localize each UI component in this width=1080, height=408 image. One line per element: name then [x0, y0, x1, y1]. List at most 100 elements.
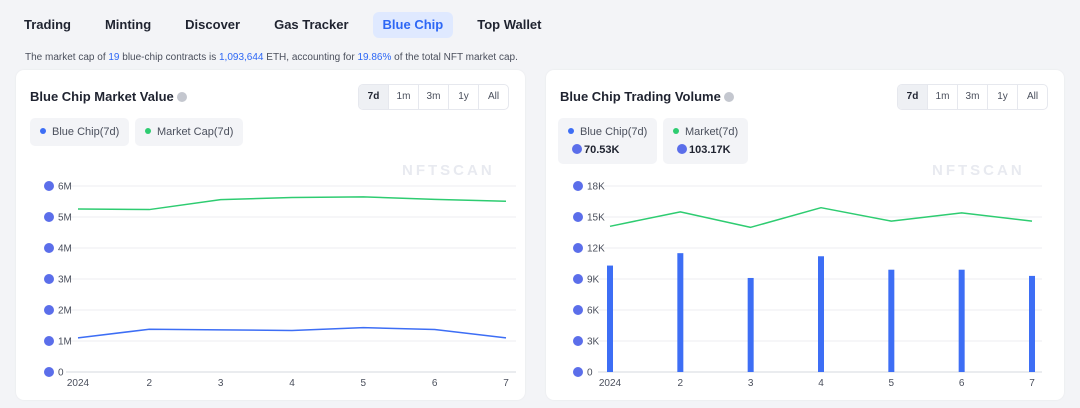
range-1m[interactable]: 1m: [928, 85, 958, 109]
series-line: [77, 326, 507, 339]
tab-blue-chip[interactable]: Blue Chip: [372, 12, 454, 38]
bar: [958, 269, 965, 372]
y-tick-label: 1M: [58, 337, 72, 348]
y-tick-label: 4M: [58, 244, 72, 255]
legend-dot-icon: [673, 128, 679, 134]
range-all[interactable]: All: [1026, 91, 1039, 102]
eth-icon: [573, 305, 583, 315]
summary-text-2: blue-chip contracts is: [119, 52, 219, 63]
eth-icon: [677, 144, 687, 154]
x-tick-label: 4: [818, 378, 824, 389]
series-line: [609, 206, 1033, 229]
y-tick-label: 5M: [58, 213, 72, 224]
summary-market-cap: 1,093,644: [219, 52, 264, 63]
eth-icon: [44, 212, 54, 222]
y-tick-label: 15K: [587, 213, 605, 224]
x-tick-label: 2024: [599, 378, 622, 389]
range-1y[interactable]: 1y: [449, 85, 479, 109]
x-tick-label: 7: [503, 378, 509, 389]
eth-icon: [573, 336, 583, 346]
bar: [677, 253, 684, 372]
market-value-title-text: Blue Chip Market Value: [30, 89, 174, 104]
tab-gas-tracker[interactable]: Gas Tracker: [274, 17, 349, 32]
legend-dot-icon: [40, 128, 46, 134]
market-value-title: Blue Chip Market Value: [30, 89, 187, 104]
legend-market[interactable]: Market(7d) 103.17K: [663, 118, 749, 164]
tab-discover[interactable]: Discover: [185, 17, 241, 32]
eth-icon: [573, 367, 583, 377]
series-line: [77, 196, 507, 211]
legend-market-cap[interactable]: Market Cap(7d): [135, 118, 244, 146]
eth-icon: [44, 336, 54, 346]
bar: [818, 256, 824, 372]
bar: [747, 277, 754, 372]
legend-dot-icon: [145, 128, 151, 134]
x-tick-label: 7: [1029, 378, 1035, 389]
top-tabs: Trading Minting Discover Gas Tracker Blu…: [14, 12, 564, 40]
y-tick-label: 0: [587, 368, 593, 379]
legend-blue-chip[interactable]: Blue Chip(7d) 70.53K: [558, 118, 658, 164]
tab-top-wallet[interactable]: Top Wallet: [477, 17, 542, 32]
summary-count: 19: [108, 52, 120, 63]
y-tick-label: 2M: [58, 306, 72, 317]
legend-label: Blue Chip(7d): [52, 126, 120, 138]
trading-volume-range-selector: 7d 1m 3m 1y All: [897, 84, 1048, 110]
y-tick-label: 6K: [587, 306, 600, 317]
x-tick-label: 3: [748, 378, 754, 389]
range-3m[interactable]: 3m: [419, 85, 449, 109]
x-tick-label: 6: [432, 378, 438, 389]
eth-icon: [44, 367, 54, 377]
eth-icon: [573, 212, 583, 222]
range-all[interactable]: All: [487, 91, 500, 102]
summary-text-4: of the total NFT market cap.: [391, 52, 518, 63]
y-tick-label: 3K: [587, 337, 600, 348]
summary-text-1: The market cap of: [25, 52, 109, 63]
summary-text-3: ETH, accounting for: [263, 52, 358, 63]
range-1y[interactable]: 1y: [988, 85, 1018, 109]
x-tick-label: 6: [959, 378, 965, 389]
x-tick-label: 5: [361, 378, 367, 389]
legend-value: 70.53K: [584, 144, 620, 156]
y-tick-label: 6M: [58, 182, 72, 193]
x-tick-label: 5: [889, 378, 895, 389]
tab-trading[interactable]: Trading: [24, 17, 71, 32]
y-tick-label: 9K: [587, 275, 600, 286]
range-7d[interactable]: 7d: [359, 85, 389, 109]
eth-icon: [572, 144, 582, 154]
y-tick-label: 18K: [587, 182, 605, 193]
range-1m[interactable]: 1m: [389, 85, 419, 109]
legend-value: 103.17K: [689, 144, 731, 156]
market-cap-summary: The market cap of 19 blue-chip contracts…: [25, 52, 518, 63]
range-3m[interactable]: 3m: [958, 85, 988, 109]
eth-icon: [44, 181, 54, 191]
eth-icon: [573, 181, 583, 191]
legend-blue-chip[interactable]: Blue Chip(7d): [30, 118, 130, 146]
y-tick-label: 3M: [58, 275, 72, 286]
x-tick-label: 3: [218, 378, 224, 389]
y-tick-label: 12K: [587, 244, 605, 255]
x-tick-label: 2: [678, 378, 684, 389]
x-tick-label: 2: [147, 378, 153, 389]
trading-volume-chart: NFTSCAN 0 3K 6K 9K 12K 15K 18K 2024 2 3 4 5 6 7: [573, 162, 1042, 389]
legend-label: Blue Chip(7d): [580, 126, 648, 138]
tab-minting[interactable]: Minting: [104, 17, 152, 32]
watermark: NFTSCAN: [402, 162, 495, 179]
info-icon[interactable]: [723, 92, 734, 102]
trading-volume-card: Blue Chip Trading Volume 7d 1m 3m 1y All…: [546, 70, 1064, 400]
range-7d[interactable]: 7d: [898, 85, 928, 109]
market-value-range-selector: 7d 1m 3m 1y All: [358, 84, 509, 110]
eth-icon: [44, 243, 54, 253]
eth-icon: [573, 243, 583, 253]
market-value-chart: NFTSCAN 0 1M 2M 3M 4M 5M 6M 2024 2 3 4 5 6 7: [44, 162, 516, 389]
eth-icon: [573, 274, 583, 284]
info-icon[interactable]: [176, 92, 187, 102]
legend-dot-icon: [568, 128, 574, 134]
legend-label: Market Cap(7d): [157, 126, 234, 138]
bar: [888, 269, 895, 372]
eth-icon: [44, 305, 54, 315]
trading-volume-title: Blue Chip Trading Volume: [560, 89, 734, 104]
bar: [607, 265, 613, 372]
x-tick-label: 4: [289, 378, 295, 389]
watermark: NFTSCAN: [932, 162, 1025, 179]
bar: [1029, 275, 1035, 372]
